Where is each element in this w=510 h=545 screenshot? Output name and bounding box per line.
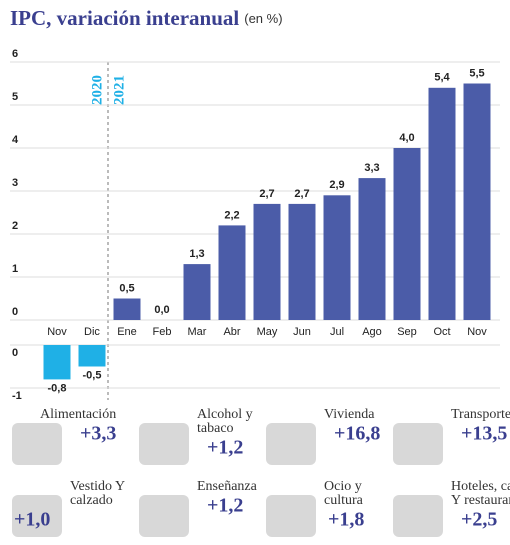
label-line: Vestido Y: [70, 479, 125, 494]
icon: [12, 423, 62, 465]
value-label: 5,4: [434, 72, 450, 84]
value-label: 0,5: [119, 282, 134, 294]
category-value: +1,2: [207, 495, 243, 517]
category-label: Alcohol y tabaco: [197, 407, 253, 436]
icon: [139, 423, 189, 465]
category-value: +1,8: [328, 509, 364, 531]
category-label: Hoteles, cafésY restaurantes: [451, 479, 510, 508]
icon: [393, 423, 443, 465]
bar: [78, 345, 106, 367]
value-label: 4,0: [399, 132, 414, 144]
bar: [288, 203, 316, 320]
bar: [393, 148, 421, 320]
value-label: 2,7: [259, 188, 274, 200]
y-tick-label: 2: [12, 220, 18, 232]
value-label: -0,5: [83, 369, 102, 381]
title: IPC, variación interanual: [10, 6, 239, 30]
subtitle: (en %): [244, 11, 282, 26]
x-tick-label: Nov: [467, 326, 487, 338]
year-label: 2020: [89, 75, 105, 105]
category-item: Transporte+13,5: [393, 407, 510, 465]
bar: [463, 83, 491, 320]
category-item: Hoteles, cafésY restaurantes+2,5: [393, 479, 510, 537]
category-value: +2,5: [461, 509, 497, 531]
bar: [358, 178, 386, 320]
category-value: +16,8: [334, 423, 380, 445]
category-label: Transporte: [451, 407, 510, 422]
bar: [43, 345, 71, 380]
value-label: 1,3: [189, 248, 204, 260]
label-line: cultura: [324, 493, 364, 508]
bar: [218, 225, 246, 320]
value-label: 5,5: [469, 67, 484, 79]
x-tick-label: Dic: [84, 326, 100, 338]
y-tick-label: 1: [12, 263, 18, 275]
category-label: Enseñanza: [197, 479, 258, 494]
x-tick-label: May: [257, 326, 278, 338]
value-label: 3,3: [364, 162, 379, 174]
icon: [266, 423, 316, 465]
category-label: Ocio y cultura: [324, 479, 364, 508]
bar: [323, 195, 351, 320]
y-tick-label: 5: [12, 91, 18, 103]
x-tick-label: Ene: [117, 326, 137, 338]
y-tick-label: 6: [12, 48, 18, 60]
icon: [393, 495, 443, 537]
label-line: tabaco: [197, 421, 234, 436]
bar: [253, 203, 281, 320]
x-tick-label: Jul: [330, 326, 344, 338]
y-tick-label: -1: [12, 390, 22, 402]
category-value: +3,3: [80, 423, 116, 445]
category-item: Vivienda+16,8: [266, 407, 380, 465]
category-item: Alcohol y tabaco+1,2: [139, 407, 253, 465]
label-line: Alcohol y: [197, 407, 253, 422]
category-item: Enseñanza+1,2: [139, 479, 258, 537]
x-tick-label: Feb: [153, 326, 172, 338]
label-line: Hoteles, cafés: [451, 479, 510, 494]
category-label: Vivienda: [324, 407, 375, 422]
year-label: 2021: [111, 75, 127, 105]
x-tick-label: Mar: [188, 326, 207, 338]
label-line: Ocio y: [324, 479, 362, 494]
category-item: Ocio y cultura+1,8: [266, 479, 364, 537]
category-label: Alimentación: [40, 407, 116, 422]
label-line: Y restaurantes: [451, 493, 510, 508]
x-tick-label: Nov: [47, 326, 67, 338]
x-tick-label: Jun: [293, 326, 311, 338]
value-label: 2,9: [329, 179, 344, 191]
x-tick-label: Abr: [223, 326, 240, 338]
category-value: +1,0: [14, 509, 50, 531]
label-line: calzado: [70, 493, 113, 508]
y-tick-label: 0: [12, 347, 18, 359]
icon: [12, 495, 62, 537]
category-value: +1,2: [207, 437, 243, 459]
y-tick-label: 0: [12, 306, 18, 318]
value-label: 2,2: [224, 209, 239, 221]
category-item: Alimentación+3,3: [12, 407, 116, 465]
bar: [183, 264, 211, 320]
icon: [266, 495, 316, 537]
x-tick-label: Sep: [397, 326, 417, 338]
icon: [139, 495, 189, 537]
bar: [428, 87, 456, 320]
value-label: 2,7: [294, 188, 309, 200]
chart-title: IPC, variación interanual (en %): [10, 6, 283, 30]
category-value: +13,5: [461, 423, 507, 445]
y-tick-label: 3: [12, 177, 18, 189]
bar: [113, 298, 141, 320]
x-tick-label: Oct: [433, 326, 450, 338]
value-label: 0,0: [154, 304, 169, 316]
x-tick-label: Ago: [362, 326, 382, 338]
value-label: -0,8: [48, 382, 67, 394]
y-tick-label: 4: [12, 134, 19, 146]
